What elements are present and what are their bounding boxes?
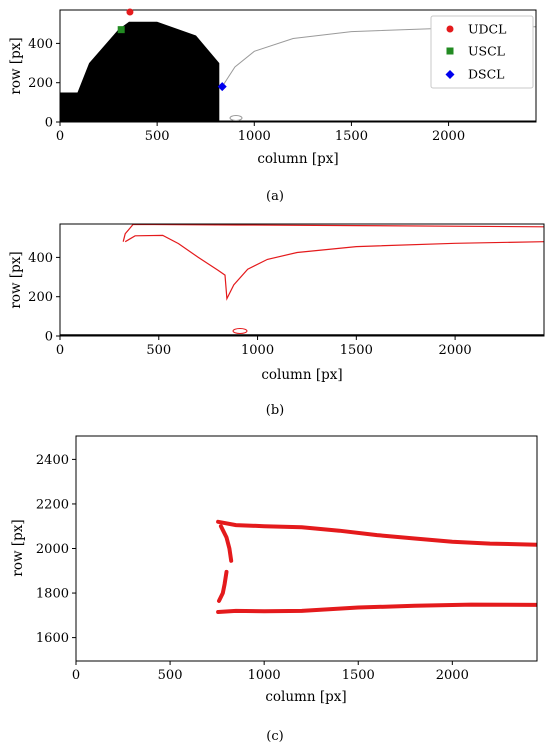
x-ticks: 0 500 1000 1500 2000 [72,661,469,683]
legend-box [430,15,534,89]
y-ticks: 0 200 400 [28,251,60,345]
y-ticks: 1600 1800 2000 2200 2400 [36,453,76,646]
legend-uscl-marker [446,47,454,55]
x-ticks: 0 500 1000 1500 2000 [56,122,465,144]
legend-uscl-label: USCL [468,44,505,59]
x-tick-label: 1500 [340,343,373,358]
x-tick-label: 2000 [432,129,465,144]
x-tick-label: 1000 [241,343,274,358]
x-ticks: 0 500 1000 1500 2000 [56,336,472,358]
y-tick-label: 200 [28,76,53,91]
panel-label-c: (c) [266,729,283,744]
top-edge-line [216,602,537,614]
y-tick-label: 1600 [36,631,69,646]
upper-contour-line [124,234,544,301]
panel-label-a: (a) [266,189,284,204]
legend: UDCL USCL DSCL [430,15,534,89]
axes-frame [75,435,538,662]
y-tick-label: 400 [28,37,53,52]
x-tick-label: 1000 [248,668,281,683]
legend-dscl-marker [445,70,455,79]
panel-label-b: (b) [266,403,284,418]
dscl-point [217,82,227,92]
y-tick-label: 0 [45,116,53,131]
x-tick-label: 1500 [342,668,375,683]
axes-frame [59,9,537,123]
x-tick-label: 1000 [238,129,271,144]
y-axis-label: row [px] [10,519,26,576]
x-axis-label: column [px] [265,689,346,705]
y-tick-label: 2400 [36,453,69,468]
left-edge-lower-line [218,524,234,563]
y-tick-label: 2200 [36,497,69,512]
y-axis-label: row [px] [8,251,24,308]
axes-frame [59,223,545,337]
y-tick-label: 1800 [36,587,69,602]
small-loop [232,328,248,334]
x-tick-label: 500 [145,129,170,144]
panel-c: 0 500 1000 1500 2000 1600 1800 2000 2200 2400 co… [10,435,538,744]
legend-udcl-label: UDCL [468,22,506,37]
x-tick-label: 0 [72,668,80,683]
x-tick-label: 500 [146,343,171,358]
y-tick-label: 0 [45,330,53,345]
x-tick-label: 2000 [439,343,472,358]
y-axis-label: row [px] [8,37,24,94]
legend-dscl-label: DSCL [468,67,504,82]
x-tick-label: 2000 [436,668,469,683]
y-tick-label: 200 [28,290,53,305]
x-tick-label: 0 [56,129,64,144]
x-tick-label: 500 [158,668,183,683]
left-edge-upper-line [217,569,229,603]
bottom-edge-line [216,519,537,547]
x-tick-label: 0 [56,343,64,358]
x-axis-label: column [px] [257,151,338,167]
lower-contour-line [122,224,544,242]
panel-b: 0 500 1000 1500 2000 0 200 400 column [px] row… [8,223,545,418]
mask-region [60,21,220,122]
y-ticks: 0 200 400 [28,37,60,131]
legend-udcl-marker [446,25,454,33]
udcl-point [126,8,134,16]
small-loop [229,115,243,121]
y-tick-label: 2000 [36,542,69,557]
x-tick-label: 1500 [335,129,368,144]
y-tick-label: 400 [28,251,53,266]
x-axis-label: column [px] [261,367,342,383]
uscl-point [117,26,125,34]
